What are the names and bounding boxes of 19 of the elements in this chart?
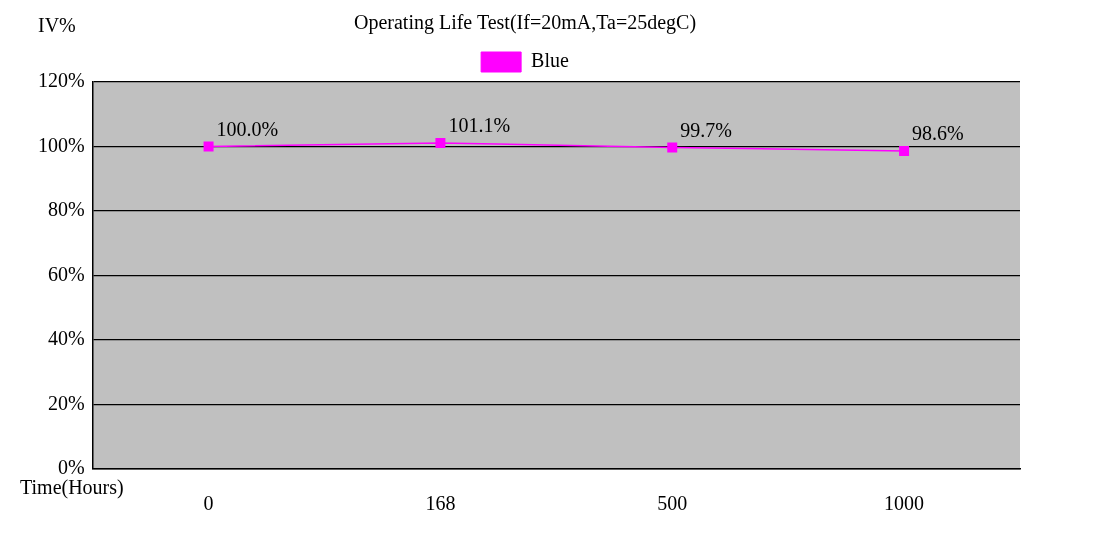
chart-title: Operating Life Test(If=20mA,Ta=25degC) <box>353 11 697 35</box>
x-tick-label: 168 <box>425 492 456 515</box>
x-axis-title: Time(Hours) <box>20 476 124 499</box>
y-tick-label: 120% <box>37 69 85 92</box>
y-tick-label: 20% <box>47 391 85 414</box>
y-tick-label: 0% <box>57 456 85 479</box>
y-tick-label: 60% <box>47 262 85 285</box>
y-axis-title: IV% <box>38 14 76 36</box>
y-tick-label: 40% <box>47 327 85 350</box>
data-label: 101.1% <box>448 114 511 137</box>
x-tick-label: 1000 <box>884 492 925 515</box>
data-label: 98.6% <box>912 122 964 145</box>
x-tick-label: 0 <box>203 492 214 515</box>
data-label: 99.7% <box>680 118 732 141</box>
y-tick-label: 100% <box>37 133 85 156</box>
y-tick-label: 80% <box>47 198 85 221</box>
data-label: 100.0% <box>216 117 279 140</box>
x-tick-label: 500 <box>657 492 688 515</box>
legend-label: Blue <box>531 49 570 72</box>
